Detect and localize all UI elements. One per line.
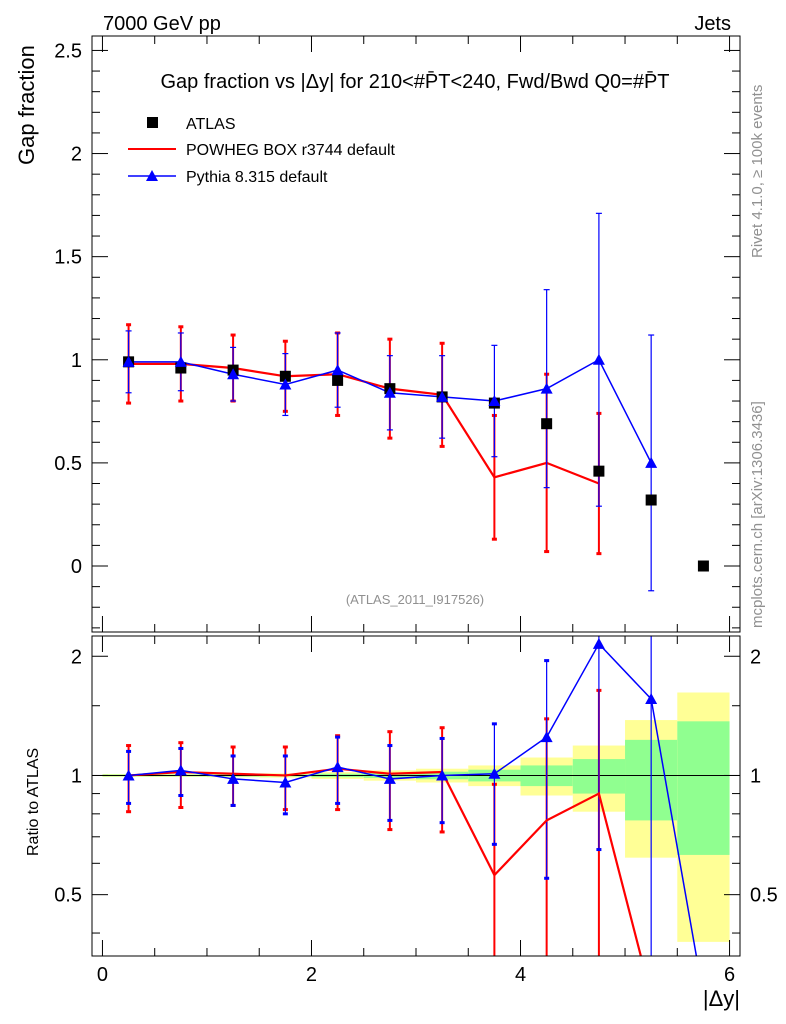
ratio-ytick-label: 1 xyxy=(71,765,82,787)
ratio-pythia-point xyxy=(645,692,658,704)
ratio-pythia-point xyxy=(279,776,292,788)
ratio-pythia-point xyxy=(540,731,553,743)
rivet-label: Rivet 4.1.0, ≥ 100k events xyxy=(749,85,766,258)
legend-label-pythia: Pythia 8.315 default xyxy=(186,169,328,186)
legend-label-atlas: ATLAS xyxy=(186,116,236,133)
ratio-pythia-line xyxy=(128,642,698,956)
legend-label-powheg: POWHEG BOX r3744 default xyxy=(186,142,396,159)
main-ytick-label: 0 xyxy=(71,556,82,578)
x-tick-label: 2 xyxy=(306,964,317,986)
ratio-band-inner xyxy=(677,721,730,855)
atlas-point xyxy=(697,560,709,572)
main-plot-area xyxy=(122,212,709,592)
ratio-ytick-label-right: 1 xyxy=(750,765,761,787)
header-left: 7000 GeV pp xyxy=(103,13,221,35)
atlas-point xyxy=(332,374,344,386)
atlas-point xyxy=(279,370,291,382)
pythia-point xyxy=(279,378,292,390)
main-ytick-label: 1.5 xyxy=(54,247,82,269)
mcplots-label: mcplots.cern.ch [arXiv:1306.3436] xyxy=(749,401,766,628)
ratio-pythia-point xyxy=(122,769,135,781)
pythia-point xyxy=(592,353,605,365)
ratio-powheg-line xyxy=(128,767,642,956)
atlas-point xyxy=(593,465,605,477)
atlas-point xyxy=(175,362,187,374)
main-ytick-label: 2.5 xyxy=(54,40,82,62)
ratio-pythia-point xyxy=(383,772,396,784)
pythia-point xyxy=(488,395,501,407)
pythia-point xyxy=(227,368,240,380)
main-ytick-label: 2 xyxy=(71,144,82,166)
x-tick-label: 4 xyxy=(515,964,526,986)
pythia-point xyxy=(122,355,135,367)
x-tick-label: 6 xyxy=(724,964,735,986)
pythia-point xyxy=(331,364,344,376)
ratio-pythia-point xyxy=(331,761,344,773)
ratio-plot-area xyxy=(92,636,740,956)
ratio-pythia-point xyxy=(436,769,449,781)
analysis-tag: (ATLAS_2011_I917526) xyxy=(346,592,484,607)
ratio-ytick-label: 0.5 xyxy=(54,885,82,907)
pythia-point xyxy=(436,390,449,402)
main-ytick-label: 1 xyxy=(71,350,82,372)
atlas-point xyxy=(541,418,553,430)
ratio-ylabel: Ratio to ATLAS xyxy=(25,748,42,856)
main-axes: 0 0.5 1 1.5 2 2.5 xyxy=(54,36,740,632)
pythia-point xyxy=(645,456,658,468)
pythia-point xyxy=(174,355,187,367)
x-axis-label: |Δy| xyxy=(703,986,740,1011)
ratio-pythia-point xyxy=(227,772,240,784)
legend-marker-pythia xyxy=(146,170,158,181)
main-ylabel: Gap fraction xyxy=(14,45,39,165)
ratio-axes: 0.5 0.5 1 1 2 2 0 2 4 6 xyxy=(54,636,778,986)
header-right: Jets xyxy=(694,13,731,35)
legend: ATLAS POWHEG BOX r3744 default Pythia 8.… xyxy=(128,116,396,186)
ratio-ytick-label-right: 2 xyxy=(750,646,761,668)
atlas-point xyxy=(645,494,657,506)
pythia-point xyxy=(540,382,553,394)
legend-marker-atlas xyxy=(147,117,158,128)
pythia-point xyxy=(383,386,396,398)
ratio-pythia-point xyxy=(592,637,605,649)
ratio-ytick-label-right: 0.5 xyxy=(750,885,778,907)
main-ytick-label: 0.5 xyxy=(54,453,82,475)
ratio-pythia-point xyxy=(488,767,501,779)
x-tick-label: 0 xyxy=(97,964,108,986)
main-title: Gap fraction vs |Δy| for 210<#P̄T<240, F… xyxy=(161,70,670,93)
ratio-ytick-label: 2 xyxy=(71,646,82,668)
ratio-pythia-point xyxy=(174,764,187,776)
